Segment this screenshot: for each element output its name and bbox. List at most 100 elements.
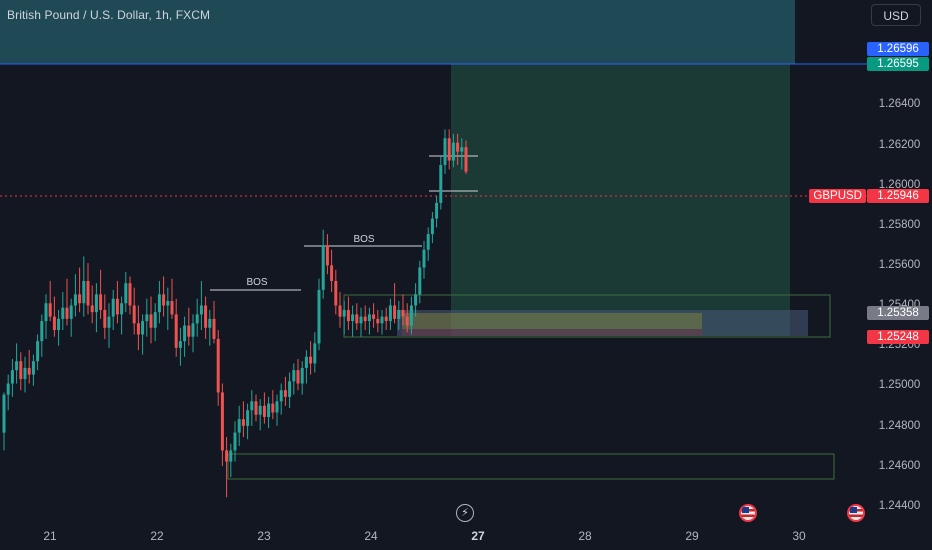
candle-body — [359, 316, 363, 324]
candle-body — [153, 312, 157, 328]
position-stop-zone — [402, 329, 702, 336]
candle-body — [145, 314, 149, 322]
candle-body — [82, 280, 86, 304]
candle-body — [208, 318, 212, 328]
bos-label: BOS — [353, 234, 375, 245]
candle-body — [405, 316, 409, 326]
price-tag-entry: 1.25358 — [867, 306, 929, 320]
candle-body — [237, 419, 241, 433]
candle-body — [292, 370, 296, 382]
candle-body — [111, 298, 115, 317]
candle-body — [376, 318, 380, 324]
candle-body — [195, 314, 199, 324]
time-tick: 24 — [364, 529, 378, 543]
time-tick: 21 — [43, 529, 57, 543]
us-flag-icon[interactable] — [847, 504, 865, 522]
us-flag-icon[interactable] — [739, 504, 757, 522]
price-tag-current: 1.25946 — [867, 189, 929, 203]
candle-body — [288, 381, 292, 397]
candle-body — [220, 392, 224, 451]
candle-body — [363, 316, 367, 322]
time-tick: 27 — [471, 529, 485, 543]
candle-body — [250, 401, 254, 411]
time-tick: 23 — [257, 529, 271, 543]
candle-body — [380, 316, 384, 324]
price-tick: 1.26400 — [878, 98, 921, 110]
candle-body — [279, 390, 283, 402]
candle-body — [309, 356, 313, 364]
price-tick: 1.26200 — [878, 139, 921, 151]
candle-body — [19, 361, 23, 380]
candle-body — [346, 309, 350, 322]
candle-body — [367, 314, 371, 322]
price-axis[interactable]: 1.26400 1.26200 1.26000 1.25800 1.25600 … — [867, 0, 932, 524]
top-shaded-zone — [0, 0, 795, 64]
candle-body — [204, 305, 208, 328]
candle-body — [73, 294, 77, 306]
candle-body — [430, 218, 434, 235]
time-tick: 28 — [578, 529, 592, 543]
candle-body — [48, 303, 52, 317]
candle-body — [170, 301, 174, 315]
candle-body — [313, 343, 317, 364]
currency-button[interactable]: USD — [871, 4, 921, 26]
flash-icon[interactable]: ⚡ — [456, 504, 474, 522]
candle-body — [334, 280, 338, 306]
candle-body — [422, 249, 426, 268]
price-tag-stop: 1.25248 — [867, 330, 929, 344]
candle-body — [409, 305, 413, 326]
candle-body — [451, 142, 455, 161]
candle-body — [262, 405, 266, 417]
candle-body — [456, 142, 460, 152]
candle-body — [31, 361, 35, 375]
candle-body — [447, 138, 451, 161]
candle-body — [393, 305, 397, 319]
candle-body — [355, 314, 359, 324]
candle-body — [120, 303, 124, 315]
candle-body — [397, 309, 401, 319]
candle-body — [69, 305, 73, 319]
candle-body — [258, 405, 262, 415]
candle-body — [78, 294, 82, 304]
candle-body — [199, 305, 203, 315]
candle-body — [149, 314, 153, 328]
lower-demand-zone[interactable] — [227, 453, 835, 480]
candle-body — [460, 147, 464, 152]
time-axis[interactable]: 21 22 23 24 27 28 29 30 — [0, 524, 867, 550]
candle-body — [271, 403, 275, 413]
candle-body — [267, 403, 271, 417]
bos-label: BOS — [246, 277, 268, 288]
candle-body — [443, 138, 447, 166]
price-tick: 1.25600 — [878, 259, 921, 271]
price-tick: 1.24400 — [878, 500, 921, 512]
candle-body — [246, 410, 250, 426]
candle-body — [40, 321, 44, 342]
candle-body — [229, 450, 233, 462]
candle-body — [99, 294, 103, 310]
candle-body — [187, 325, 191, 337]
candle-body — [233, 432, 237, 451]
candle-body — [275, 401, 279, 413]
candle-body — [241, 419, 245, 426]
candle-body — [216, 338, 220, 393]
candle-body — [317, 289, 321, 344]
candle-body — [283, 390, 287, 397]
candle-body — [464, 147, 468, 172]
candle-body — [401, 309, 405, 317]
candle-body — [65, 307, 69, 319]
candle-body — [426, 234, 430, 250]
candle-body — [94, 294, 98, 313]
candle-body — [136, 323, 140, 335]
candle-body — [372, 314, 376, 319]
price-tick: 1.25800 — [878, 219, 921, 231]
candle-body — [183, 325, 187, 342]
time-tick: 22 — [150, 529, 164, 543]
candle-body — [6, 383, 10, 395]
price-tag-target: 1.26595 — [867, 57, 929, 71]
candle-body — [178, 341, 182, 348]
symbol-tag: GBPUSD — [809, 189, 866, 203]
candle-body — [388, 305, 392, 322]
candle-body — [162, 294, 166, 306]
